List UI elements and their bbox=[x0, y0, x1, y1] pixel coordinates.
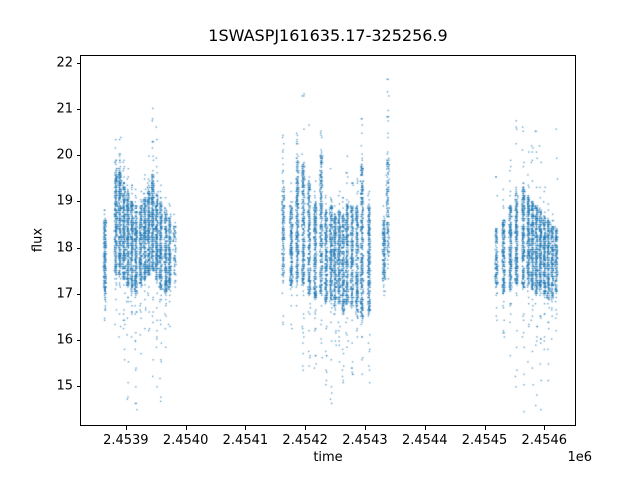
chart-title: 1SWASPJ161635.17-325256.9 bbox=[208, 26, 448, 45]
x-tick-mark bbox=[305, 426, 307, 430]
y-tick-mark bbox=[77, 155, 81, 157]
y-tick-mark bbox=[77, 62, 81, 64]
x-tick-label: 2.4543 bbox=[342, 433, 388, 448]
y-tick-label: 17 bbox=[56, 286, 73, 302]
x-tick-label: 2.4539 bbox=[103, 433, 149, 448]
x-tick-mark bbox=[245, 426, 247, 430]
y-tick-label: 20 bbox=[56, 147, 73, 163]
x-tick-mark bbox=[364, 426, 366, 430]
y-tick-label: 15 bbox=[56, 378, 73, 394]
x-axis-offset-label: 1e6 bbox=[567, 450, 592, 465]
x-tick-mark bbox=[544, 426, 546, 430]
y-tick-mark bbox=[77, 339, 81, 341]
y-tick-mark bbox=[77, 386, 81, 388]
plot-area bbox=[80, 55, 576, 426]
x-tick-label: 2.4540 bbox=[162, 433, 209, 448]
y-tick-label: 22 bbox=[56, 55, 73, 71]
y-tick-mark bbox=[77, 109, 81, 111]
y-tick-label: 19 bbox=[56, 193, 73, 209]
x-tick-label: 2.4541 bbox=[222, 433, 269, 448]
y-tick-label: 16 bbox=[56, 332, 73, 348]
x-tick-mark bbox=[185, 426, 187, 430]
y-tick-mark bbox=[77, 247, 81, 249]
scatter-points-canvas bbox=[81, 56, 573, 423]
x-tick-mark bbox=[484, 426, 486, 430]
x-tick-label: 2.4546 bbox=[521, 433, 568, 448]
x-tick-label: 2.4545 bbox=[461, 433, 508, 448]
x-tick-mark bbox=[125, 426, 127, 430]
x-tick-label: 2.4544 bbox=[401, 433, 448, 448]
y-axis-label: flux bbox=[30, 227, 46, 253]
y-tick-label: 21 bbox=[56, 101, 73, 117]
x-tick-label: 2.4542 bbox=[282, 433, 328, 448]
x-tick-mark bbox=[424, 426, 426, 430]
y-tick-mark bbox=[77, 293, 81, 295]
x-axis-label: time bbox=[313, 450, 343, 465]
y-tick-mark bbox=[77, 201, 81, 203]
y-tick-label: 18 bbox=[56, 240, 73, 256]
